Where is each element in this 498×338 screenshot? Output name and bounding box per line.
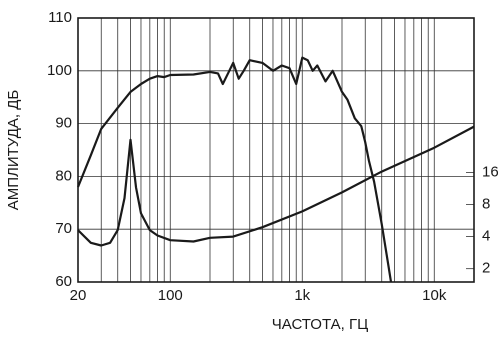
y-tick-label: 100 xyxy=(47,62,72,79)
y2-tick-label: 4 xyxy=(482,228,490,245)
x-tick-label: 10k xyxy=(422,287,447,304)
y-tick-label: 110 xyxy=(48,9,72,26)
x-tick-label: 100 xyxy=(158,287,183,304)
plot-frame xyxy=(77,17,475,283)
y-tick-label: 80 xyxy=(55,167,72,184)
y-axis-label: АМПЛИТУДА, ДБ xyxy=(5,90,22,211)
y2-tick-label: 16 xyxy=(482,163,498,180)
x-axis-label: ЧАСТОТА, ГЦ xyxy=(272,316,368,333)
y-tick-label: 60 xyxy=(55,273,72,290)
y-tick-label: 90 xyxy=(55,115,72,132)
y2-tick-label: 2 xyxy=(482,260,490,277)
y-tick-label: 70 xyxy=(55,220,72,237)
x-tick-label: 1k xyxy=(294,287,310,304)
series-line xyxy=(77,125,475,247)
x-tick-label: 20 xyxy=(70,287,87,304)
series-line xyxy=(76,56,393,283)
y2-tick-label: 8 xyxy=(482,195,490,212)
